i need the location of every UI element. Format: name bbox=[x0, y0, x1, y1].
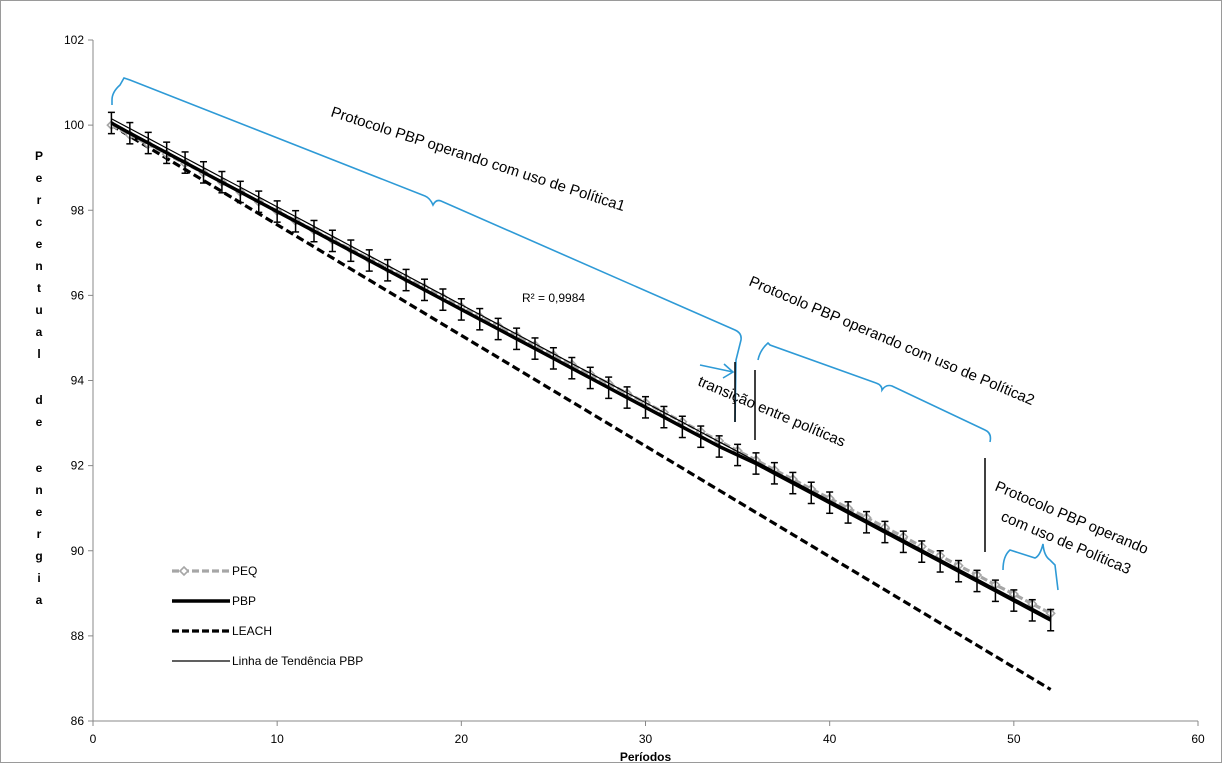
x-tick-label: 30 bbox=[639, 732, 653, 746]
series-layer bbox=[106, 111, 1056, 691]
series-pbp-line bbox=[110, 121, 1052, 622]
legend-peq-marker bbox=[178, 565, 190, 577]
y-axis-title-letter: u bbox=[35, 303, 42, 317]
y-tick-label: 86 bbox=[71, 714, 85, 728]
y-axis-title-letter: t bbox=[37, 281, 41, 295]
y-axis-title-letter: r bbox=[37, 193, 42, 207]
y-axis-title-letter: e bbox=[36, 171, 43, 185]
x-tick-label: 50 bbox=[1007, 732, 1021, 746]
series-trend-line bbox=[111, 118, 1051, 619]
annotations: Protocolo PBP operando com uso de Políti… bbox=[111, 77, 1151, 591]
y-tick-label: 102 bbox=[64, 33, 84, 47]
y-axis-title-letter: P bbox=[35, 149, 43, 163]
y-axis-title-letter: a bbox=[36, 593, 43, 607]
legend-peq-label: PEQ bbox=[232, 564, 257, 578]
y-axis-title-letter: c bbox=[36, 215, 43, 229]
x-axis-title: Períodos bbox=[620, 750, 672, 764]
r2-label: R² = 0,9984 bbox=[522, 291, 585, 305]
x-tick-label: 0 bbox=[90, 732, 97, 746]
y-tick-label: 90 bbox=[71, 544, 85, 558]
y-axis-title-letter: e bbox=[36, 505, 43, 519]
y-tick-label: 92 bbox=[71, 459, 85, 473]
y-tick-label: 100 bbox=[64, 118, 84, 132]
y-axis-title-letter: r bbox=[37, 527, 42, 541]
legend-trend-label: Linha de Tendência PBP bbox=[232, 654, 363, 668]
x-tick-label: 20 bbox=[455, 732, 469, 746]
y-axis-title-letter: a bbox=[36, 325, 43, 339]
series-leach-line bbox=[110, 123, 1052, 691]
y-axis-title-letter: n bbox=[35, 259, 42, 273]
x-tick-label: 10 bbox=[270, 732, 284, 746]
annotation-policy2: Protocolo PBP operando com uso de Políti… bbox=[746, 273, 1036, 409]
y-axis-title-letter: e bbox=[36, 237, 43, 251]
y-axis-title-letter: l bbox=[37, 347, 40, 361]
brace-policy3 bbox=[1002, 543, 1059, 591]
y-tick-label: 98 bbox=[71, 203, 85, 217]
y-axis-title-letter: i bbox=[37, 571, 40, 585]
y-axis-title-letter: e bbox=[36, 415, 43, 429]
y-tick-label: 88 bbox=[71, 629, 85, 643]
x-tick-label: 60 bbox=[1191, 732, 1205, 746]
y-axis-title-letter: n bbox=[35, 483, 42, 497]
brace-policy2 bbox=[757, 341, 992, 443]
legend-leach-label: LEACH bbox=[232, 624, 272, 638]
legend-pbp-label: PBP bbox=[232, 594, 256, 608]
y-axis-title-letter: e bbox=[36, 461, 43, 475]
legend: PEQ PBP LEACH Linha de Tendência PBP bbox=[172, 564, 363, 668]
annotation-policy1: Protocolo PBP operando com uso de Políti… bbox=[329, 104, 627, 215]
transition-arrow bbox=[699, 363, 735, 379]
y-tick-label: 96 bbox=[71, 288, 85, 302]
y-tick-label: 94 bbox=[71, 374, 85, 388]
y-axis-title-letter: g bbox=[35, 549, 42, 563]
x-tick-label: 40 bbox=[823, 732, 837, 746]
y-axis-title-letter: d bbox=[35, 393, 42, 407]
brace-policy1 bbox=[111, 77, 742, 423]
